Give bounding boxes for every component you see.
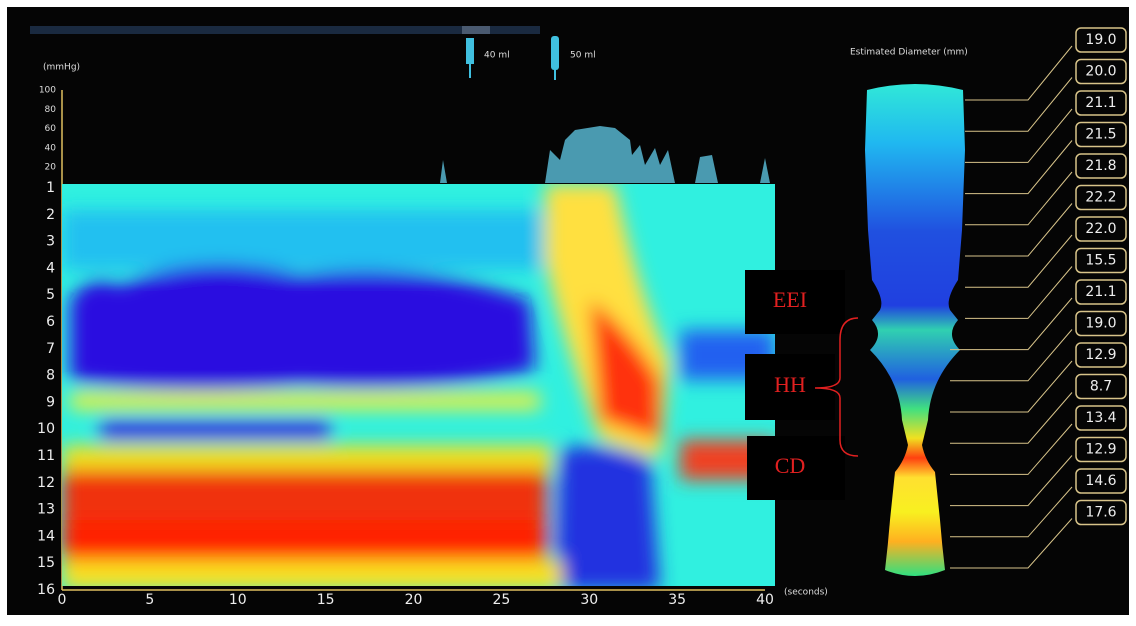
annotation-label: HH (774, 372, 806, 397)
diameter-value: 13.4 (1085, 410, 1116, 426)
time-tick-label: 10 (229, 592, 247, 608)
channel-label: 12 (37, 475, 55, 491)
channel-label: 3 (46, 234, 55, 250)
diameter-value: 20.0 (1085, 64, 1116, 80)
progress-thumb (462, 26, 490, 34)
annotation-label: EEI (773, 287, 807, 312)
time-tick-label: 35 (668, 592, 686, 608)
time-tick-label: 25 (492, 592, 510, 608)
page: {"pressure_axis":{"unit":"(mmHg)","ticks… (0, 0, 1136, 622)
channel-label: 4 (46, 260, 55, 276)
channel-label: 16 (37, 582, 55, 598)
volume-label: 50 ml (570, 51, 596, 61)
diameter-value: 12.9 (1085, 442, 1116, 458)
channel-label: 13 (37, 502, 55, 518)
time-tick-label: 30 (580, 592, 598, 608)
channel-label: 10 (37, 421, 55, 437)
diameter-value: 8.7 (1090, 379, 1112, 395)
diameter-value: 15.5 (1085, 253, 1116, 269)
time-tick-label: 0 (58, 592, 67, 608)
time-tick-label: 5 (145, 592, 154, 608)
diameter-title: Estimated Diameter (mm) (850, 48, 968, 58)
diameter-value: 19.0 (1085, 32, 1116, 48)
channel-label: 14 (37, 528, 55, 544)
time-tick-label: 20 (405, 592, 423, 608)
time-tick-label: 15 (317, 592, 335, 608)
time-unit: (seconds) (784, 588, 828, 598)
channel-label: 9 (46, 394, 55, 410)
pressure-tick-label: 100 (39, 86, 56, 96)
diameter-value: 22.0 (1085, 221, 1116, 237)
channel-label: 1 (46, 180, 55, 196)
diameter-value: 12.9 (1085, 347, 1116, 363)
pressure-tick-label: 20 (45, 163, 57, 173)
annotation-label: CD (775, 453, 806, 478)
pressure-tick-label: 40 (45, 143, 57, 153)
diameter-value: 17.6 (1085, 505, 1116, 521)
diameter-value: 14.6 (1085, 473, 1116, 489)
channel-label: 15 (37, 555, 55, 571)
diameter-value: 21.8 (1085, 158, 1116, 174)
channel-label: 11 (37, 448, 55, 464)
channel-label: 8 (46, 368, 55, 384)
channel-label: 2 (46, 207, 55, 223)
time-tick-label: 40 (756, 592, 774, 608)
pressure-heatmap (62, 184, 775, 590)
pressure-unit: (mmHg) (43, 63, 80, 73)
pressure-tick-label: 60 (45, 124, 57, 134)
channel-label: 5 (46, 287, 55, 303)
pressure-tick-label: 80 (45, 105, 57, 115)
screen: EEI HH CD 19.020.021.121.521.822.222.015… (0, 0, 1136, 622)
diameter-value: 21.1 (1085, 95, 1116, 111)
channel-label: 7 (46, 341, 55, 357)
volume-label: 40 ml (484, 51, 510, 61)
diameter-value: 21.1 (1085, 284, 1116, 300)
diameter-value: 21.5 (1085, 127, 1116, 143)
diameter-value: 19.0 (1085, 316, 1116, 332)
diameter-value: 22.2 (1085, 190, 1116, 206)
channel-label: 6 (46, 314, 55, 330)
